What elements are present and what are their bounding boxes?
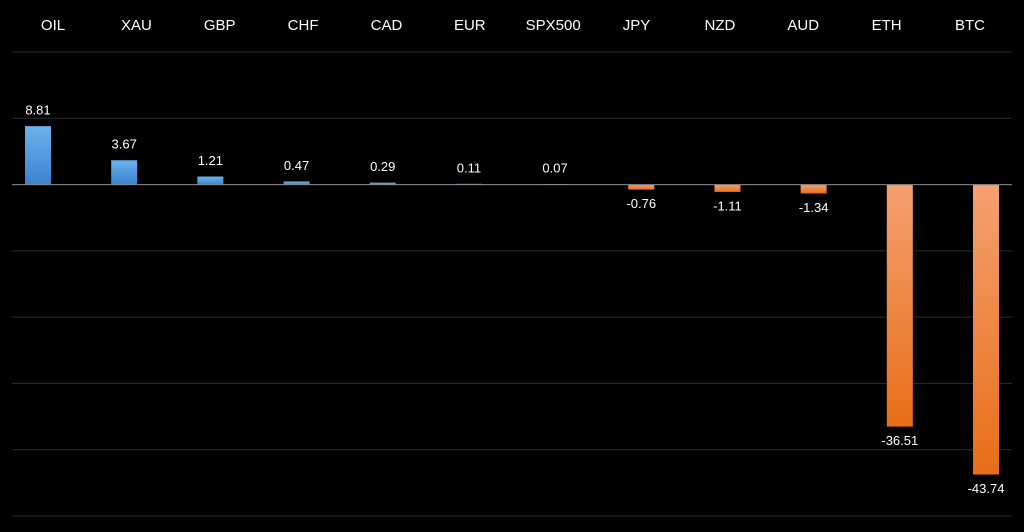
- bar: [283, 181, 310, 185]
- bar: [886, 184, 913, 427]
- bar: [197, 176, 224, 185]
- value-label: -0.76: [626, 196, 656, 211]
- bar: [25, 126, 51, 185]
- value-label: 0.11: [457, 160, 481, 175]
- category-label: EUR: [454, 17, 486, 34]
- value-label: 3.67: [112, 137, 137, 152]
- category-label: CAD: [371, 17, 403, 34]
- category-label: OIL: [41, 17, 65, 34]
- category-label: XAU: [121, 17, 152, 34]
- bar: [973, 184, 999, 475]
- category-label: ETH: [872, 17, 902, 34]
- bar: [628, 184, 655, 190]
- category-label: SPX500: [526, 17, 581, 34]
- category-label: CHF: [288, 17, 319, 34]
- bar: [800, 184, 827, 194]
- bar: [369, 182, 396, 185]
- value-label: 0.29: [370, 159, 395, 174]
- value-label: 1.21: [198, 153, 223, 168]
- category-label: GBP: [204, 17, 236, 34]
- category-label: BTC: [955, 17, 985, 34]
- value-label: -36.51: [881, 433, 918, 448]
- category-label: AUD: [787, 17, 819, 34]
- value-label: -1.11: [713, 198, 742, 213]
- bar: [111, 160, 138, 185]
- value-label: 0.07: [542, 161, 567, 176]
- bar: [714, 184, 741, 192]
- value-label: -43.74: [968, 481, 1005, 496]
- value-label: -1.34: [799, 200, 829, 215]
- value-label: 8.81: [25, 103, 50, 118]
- category-label: NZD: [704, 17, 735, 34]
- value-label: 0.47: [284, 158, 309, 173]
- category-label: JPY: [623, 17, 651, 34]
